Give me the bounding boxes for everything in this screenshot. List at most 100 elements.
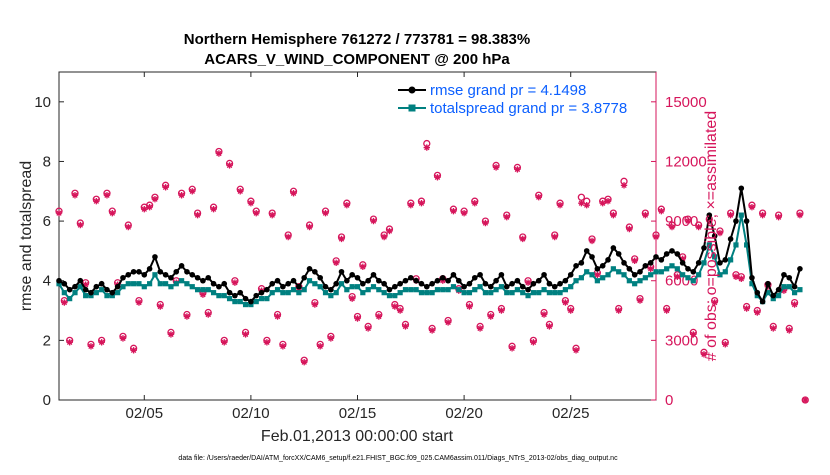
totalspread-point: [56, 281, 62, 287]
rmse-point: [77, 277, 84, 284]
totalspread-point: [178, 278, 185, 284]
obs-assimilated-point: [743, 305, 750, 312]
obs-assimilated-point: [98, 339, 105, 346]
totalspread-point: [200, 287, 206, 293]
rmse-point: [242, 295, 249, 302]
obs-assimilated-point: [55, 209, 63, 217]
rmse-point: [450, 271, 457, 278]
totalspread-point: [317, 284, 323, 290]
totalspread-point: [728, 257, 734, 263]
obs-assimilated-point: [471, 200, 478, 207]
rmse-point: [296, 283, 302, 290]
chart-title: Northern Hemisphere 761272 / 773781 = 98…: [184, 31, 530, 48]
totalspread-point: [482, 290, 489, 296]
plot-area: [58, 71, 657, 401]
obs-assimilated-point: [610, 211, 617, 219]
totalspread-point: [456, 287, 462, 293]
totalspread-point: [173, 281, 179, 287]
totalspread-point: [109, 293, 115, 299]
rmse-point: [738, 185, 745, 192]
totalspread-point: [632, 281, 638, 287]
totalspread-point: [354, 284, 361, 290]
obs-assimilated-point: [658, 207, 665, 215]
rmse-point: [599, 263, 606, 269]
obs-assimilated-point: [332, 259, 340, 267]
totalspread-point: [541, 287, 547, 293]
totalspread-point: [658, 269, 664, 275]
rmse-point: [205, 274, 212, 281]
totalspread-point: [274, 287, 281, 293]
obs-assimilated-point: [802, 396, 809, 404]
totalspread-point: [621, 272, 627, 278]
rmse-point: [525, 286, 531, 293]
totalspread-point: [765, 290, 771, 296]
rmse-point: [589, 254, 595, 260]
rmse-point: [642, 263, 649, 269]
totalspread-point: [131, 281, 137, 287]
totalspread-point: [664, 266, 670, 272]
totalspread-point: [589, 272, 595, 278]
totalspread-point: [328, 293, 334, 299]
obs-assimilated-point: [476, 325, 484, 332]
totalspread-point: [552, 290, 558, 296]
rmse-point: [493, 277, 499, 284]
obs-assimilated-point: [620, 182, 628, 189]
obs-assimilated-point: [716, 229, 724, 237]
totalspread-point: [786, 284, 792, 290]
y-right-tick-label: 0: [665, 392, 673, 409]
totalspread-point: [365, 287, 371, 293]
rmse-point: [610, 245, 617, 251]
obs-assimilated-point: [439, 277, 446, 284]
rmse-point: [535, 277, 542, 284]
totalspread-point: [781, 284, 787, 290]
totalspread-point: [67, 296, 73, 302]
rmse-point: [514, 277, 521, 284]
chart-subtitle: ACARS_V_WIND_COMPONENT @ 200 hPa: [204, 51, 510, 68]
obs-assimilated-point: [327, 335, 335, 342]
totalspread-point: [216, 293, 222, 299]
obs-assimilated-point: [759, 211, 766, 219]
rmse-point: [194, 274, 201, 281]
totalspread-point: [72, 290, 78, 296]
rmse-point: [717, 260, 723, 266]
rmse-point: [136, 268, 142, 275]
obs-assimilated-point: [791, 301, 798, 308]
obs-assimilated-point: [492, 164, 500, 171]
totalspread-point: [408, 287, 414, 293]
rmse-point: [471, 274, 478, 281]
rmse-point: [727, 236, 734, 242]
totalspread-point: [557, 290, 563, 296]
totalspread-point: [322, 290, 329, 296]
totalspread-point: [722, 269, 728, 275]
x-tick-label: 02/15: [339, 405, 377, 422]
obs-assimilated-point: [375, 313, 383, 320]
totalspread-point: [242, 301, 249, 308]
legend: rmse grand pr = 4.1498 totalspread grand…: [398, 82, 627, 117]
totalspread-point: [344, 287, 350, 293]
obs-assimilated-point: [386, 227, 393, 235]
legend-marker-spread: [408, 104, 416, 112]
y-right-tick-label: 12000: [665, 153, 707, 170]
rmse-point: [562, 277, 569, 284]
obs-assimilated-point: [722, 341, 729, 348]
obs-assimilated-point: [770, 325, 777, 332]
totalspread-point: [445, 287, 451, 293]
obs-assimilated-point: [444, 319, 452, 326]
rmse-point: [360, 280, 366, 287]
rmse-point: [333, 280, 339, 287]
rmse-point: [503, 283, 510, 290]
rmse-point: [274, 277, 281, 284]
rmse-point: [317, 274, 323, 281]
obs-assimilated-point: [524, 279, 532, 286]
totalspread-point: [194, 287, 201, 293]
obs-assimilated-point: [626, 225, 633, 233]
obs-assimilated-point: [594, 271, 601, 278]
rmse-point: [141, 271, 148, 278]
obs-assimilated-point: [130, 347, 137, 354]
obs-assimilated-point: [599, 200, 606, 207]
rmse-point: [418, 280, 425, 287]
totalspread-point: [349, 284, 355, 290]
rmse-point: [455, 277, 462, 284]
obs-assimilated-point: [711, 299, 718, 306]
x-tick-label: 02/25: [552, 405, 590, 422]
